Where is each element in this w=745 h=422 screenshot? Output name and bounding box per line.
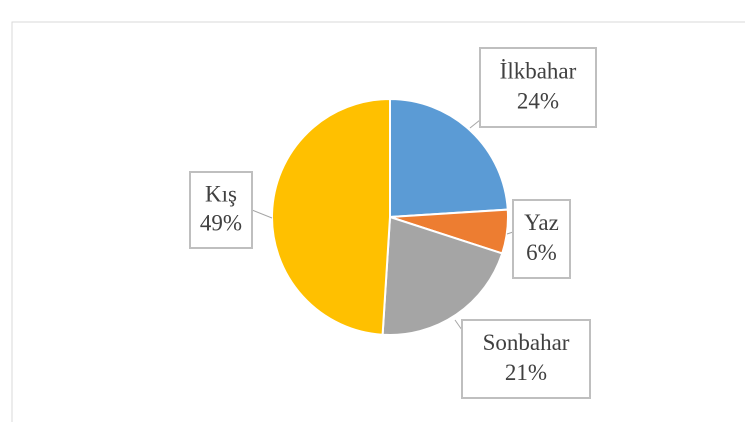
label-box [479,47,597,128]
value-label: 49% [200,210,242,235]
category-label: İlkbahar [500,59,577,84]
chart-frame [11,21,745,422]
pie-slice [271,97,391,336]
value-label: 6% [526,240,557,265]
label-box [512,199,571,279]
category-label: Yaz [524,210,559,235]
leader-line [454,319,463,331]
category-label: Kış [205,182,237,207]
label-box [189,171,253,249]
pie-slice [389,97,509,219]
value-label: 24% [517,89,559,114]
category-label: Sonbahar [483,330,570,355]
value-label: 21% [505,360,547,385]
leader-line [251,209,273,219]
leader-line [469,119,481,129]
label-box [461,319,591,399]
pie-slice [381,215,504,336]
